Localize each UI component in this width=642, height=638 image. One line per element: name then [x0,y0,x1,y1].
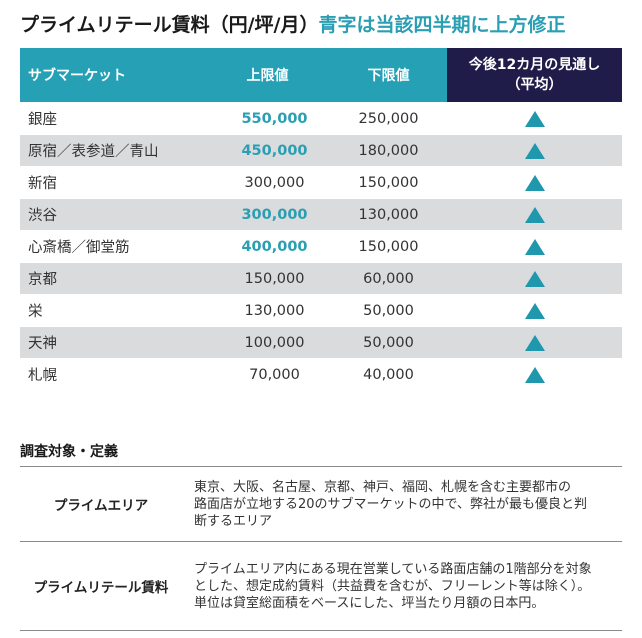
definitions-table: プライムエリア 東京、大阪、名古屋、京都、神戸、福岡、札幌を含む主要都市の 路面… [20,466,622,631]
cell-lower: 180,000 [330,134,447,167]
cell-outlook [447,166,622,199]
triangle-up-icon [524,270,545,287]
cell-lower: 150,000 [330,230,447,263]
triangle-up-icon [524,302,545,319]
table-row: 銀座 550,000 250,000 [20,102,622,135]
triangle-up-icon [524,206,545,223]
definition-description: 東京、大阪、名古屋、京都、神戸、福岡、札幌を含む主要都市の 路面店が立地する20… [182,466,622,542]
cell-upper: 300,000 [205,198,330,231]
cell-upper: 450,000 [205,134,330,167]
rent-table-body: 銀座 550,000 250,000 原宿／表参道／青山 450,000 180,000 新… [20,102,622,391]
cell-upper: 550,000 [205,102,330,135]
definition-line: とした、想定成約賃料（共益費を含むが、フリーレント等は除く）。 [194,578,591,594]
cell-area: 札幌 [20,358,205,391]
table-row: 心斎橋／御堂筋 400,000 150,000 [20,230,622,263]
cell-outlook [447,262,622,295]
cell-lower: 130,000 [330,198,447,231]
header-outlook: 今後12カ月の見通し （平均） [447,48,622,103]
definition-line: 断するエリア [194,513,273,529]
cell-area: 新宿 [20,166,205,199]
table-row: 京都 150,000 60,000 [20,262,622,295]
triangle-up-icon [524,366,545,383]
triangle-up-icon [524,334,545,351]
cell-upper: 100,000 [205,326,330,359]
cell-upper: 70,000 [205,358,330,391]
table-row: 新宿 300,000 150,000 [20,166,622,199]
header-lower: 下限値 [330,48,447,103]
cell-outlook [447,326,622,359]
table-row: 天神 100,000 50,000 [20,326,622,359]
cell-lower: 150,000 [330,166,447,199]
definition-row: プライムエリア 東京、大阪、名古屋、京都、神戸、福岡、札幌を含む主要都市の 路面… [20,466,622,542]
definition-row: プライムリテール賃料 プライムエリア内にある現在営業している路面店舗の1階部分を… [20,541,622,631]
cell-area: 心斎橋／御堂筋 [20,230,205,263]
definition-term: プライムエリア [20,466,182,542]
cell-lower: 60,000 [330,262,447,295]
cell-outlook [447,134,622,167]
cell-outlook [447,230,622,263]
rent-table: サブマーケット 上限値 下限値 今後12カ月の見通し （平均） 銀座 550,00… [20,48,622,391]
definition-line: 路面店が立地する20のサブマーケットの中で、弊社が最も優良と判 [194,496,588,512]
cell-lower: 250,000 [330,102,447,135]
header-outlook-line2: （平均） [506,77,563,93]
title-main: プライムリテール賃料（円/坪/月） [20,14,319,36]
cell-lower: 50,000 [330,294,447,327]
definition-description: プライムエリア内にある現在営業している路面店舗の1階部分を対象 とした、想定成約… [182,541,622,631]
cell-outlook [447,198,622,231]
triangle-up-icon [524,110,545,127]
cell-lower: 50,000 [330,326,447,359]
cell-area: 天神 [20,326,205,359]
definition-line: 単位は貸室総面積をベースにした、坪当たり月額の日本円。 [194,595,545,611]
triangle-up-icon [524,174,545,191]
definition-line: プライムエリア内にある現在営業している路面店舗の1階部分を対象 [194,561,592,577]
cell-outlook [447,294,622,327]
cell-upper: 130,000 [205,294,330,327]
definition-term: プライムリテール賃料 [20,541,182,631]
definitions-heading: 調査対象・定義 [20,444,118,460]
table-row: 原宿／表参道／青山 450,000 180,000 [20,134,622,167]
cell-upper: 150,000 [205,262,330,295]
cell-upper: 300,000 [205,166,330,199]
cell-lower: 40,000 [330,358,447,391]
table-row: 札幌 70,000 40,000 [20,358,622,391]
title-accent-note: 青字は当該四半期に上方修正 [318,14,566,36]
triangle-up-icon [524,238,545,255]
cell-area: 原宿／表参道／青山 [20,134,205,167]
cell-outlook [447,358,622,391]
table-row: 渋谷 300,000 130,000 [20,198,622,231]
header-submarket: サブマーケット [20,48,205,103]
definition-line: 東京、大阪、名古屋、京都、神戸、福岡、札幌を含む主要都市の [194,479,572,495]
cell-upper: 400,000 [205,230,330,263]
triangle-up-icon [524,142,545,159]
header-upper: 上限値 [205,48,330,103]
cell-area: 京都 [20,262,205,295]
cell-area: 栄 [20,294,205,327]
header-outlook-line1: 今後12カ月の見通し [468,57,601,73]
table-row: 栄 130,000 50,000 [20,294,622,327]
cell-area: 渋谷 [20,198,205,231]
cell-outlook [447,102,622,135]
cell-area: 銀座 [20,102,205,135]
table-header-row: サブマーケット 上限値 下限値 今後12カ月の見通し （平均） [20,48,622,103]
page-title: プライムリテール賃料（円/坪/月）青字は当該四半期に上方修正 [20,10,566,37]
